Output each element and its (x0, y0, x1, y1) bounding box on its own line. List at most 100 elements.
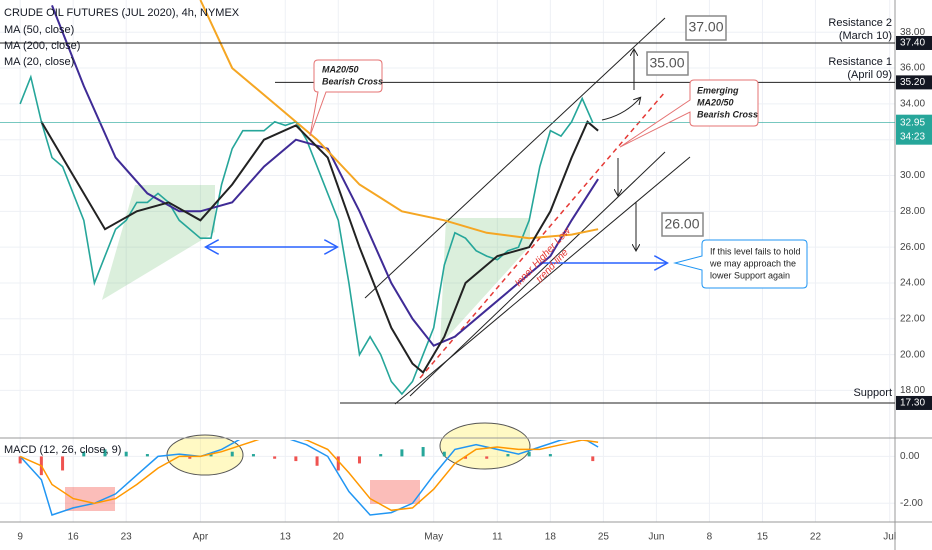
x-tick-label: 11 (492, 532, 503, 543)
callout (673, 239, 808, 289)
histogram-bar (230, 451, 234, 457)
histogram-bar (61, 456, 65, 471)
x-tick-label: 9 (17, 532, 23, 543)
histogram-bar (145, 454, 149, 457)
target-label: 35.00 (649, 55, 684, 71)
histogram-bar (18, 456, 22, 464)
series-line (19, 440, 599, 516)
x-tick-label: Jun (648, 532, 664, 543)
histogram-bar (506, 454, 510, 457)
histogram-bar (591, 456, 595, 462)
x-tick-label: 25 (598, 532, 610, 543)
x-tick-label: 23 (121, 532, 133, 543)
highlight (370, 480, 420, 504)
legend-entry: MA (20, close) (4, 56, 74, 68)
histogram-bar (548, 454, 552, 457)
x-tick-label: 18 (545, 532, 557, 543)
x-tick-label: 22 (810, 532, 822, 543)
x-tick-label: 20 (333, 532, 345, 543)
price-tag (896, 395, 932, 410)
histogram-bar (442, 451, 446, 457)
level-date: (March 10) (839, 30, 892, 42)
y-tick-label: 38.00 (900, 27, 925, 38)
info-text: If this level fails to hold (710, 246, 801, 256)
histogram-bar (103, 449, 107, 457)
labels: CRUDE OIL FUTURES (JUL 2020), 4h, NYMEX … (4, 7, 932, 543)
histogram-bar (379, 454, 383, 457)
series-line (40, 120, 599, 375)
note-text: Bearish Cross (697, 109, 758, 119)
series-line (19, 74, 594, 396)
histogram-bar (336, 456, 340, 471)
y-tick-label: 26.00 (900, 242, 925, 253)
x-tick-label: Jul (883, 532, 896, 543)
note-text: Emerging (697, 85, 739, 95)
x-tick-label: May (424, 532, 443, 543)
marks (0, 0, 895, 516)
note-text: MA20/50 (322, 64, 359, 74)
y-tick-label: 30.00 (900, 170, 925, 181)
callout (309, 59, 383, 137)
callout (646, 51, 689, 76)
price-tag (896, 35, 932, 50)
legend-entry: MA (50, close) (4, 24, 74, 36)
macd-title: MACD (12, 26, close, 9) (4, 444, 121, 456)
series-line (51, 5, 599, 347)
histogram-bar (294, 456, 298, 462)
channel-line (409, 151, 666, 397)
legend-entry: MA (200, close) (4, 40, 80, 52)
countdown-label: 34:23 (900, 131, 925, 142)
info-text: we may approach the (709, 258, 796, 268)
x-tick-label: 16 (68, 532, 80, 543)
note-text: MA20/50 (697, 97, 734, 107)
price-tag-label: 37.40 (900, 38, 925, 49)
x-tick-label: Apr (193, 532, 209, 543)
histogram-bar (82, 451, 86, 457)
triangle-pattern (440, 218, 530, 345)
y-tick-label: 22.00 (900, 313, 925, 324)
price-tag (896, 75, 932, 90)
y-tick-label: 0.00 (900, 451, 920, 462)
target-label: 37.00 (688, 19, 723, 35)
note-text: Bearish Cross (322, 76, 383, 86)
histogram-bar (527, 451, 531, 457)
price-tag (896, 114, 932, 145)
price-tag-label: 35.20 (900, 77, 925, 88)
y-tick-label: 24.00 (900, 278, 925, 289)
x-tick-label: 13 (280, 532, 292, 543)
y-tick-label: -2.00 (900, 498, 923, 509)
chart-title: CRUDE OIL FUTURES (JUL 2020), 4h, NYMEX (4, 7, 240, 19)
y-tick-label: 36.00 (900, 63, 925, 74)
histogram-bar (124, 451, 128, 457)
price-tag-label: 17.30 (900, 398, 925, 409)
y-tick-label: 18.00 (900, 385, 925, 396)
series-line (19, 440, 599, 512)
level-name: Support (853, 387, 892, 399)
histogram-bar (315, 456, 319, 466)
channel-line (364, 17, 666, 299)
price-tag-label: 32.95 (900, 117, 925, 128)
grid (0, 0, 895, 522)
series-line (199, 0, 599, 240)
histogram-bar (357, 456, 361, 464)
histogram-bar (273, 456, 277, 459)
x-tick-label: 8 (707, 532, 713, 543)
histogram-bar (421, 447, 425, 457)
arrow (601, 98, 640, 121)
target-label: 26.00 (664, 216, 699, 232)
level-name: Resistance 1 (828, 56, 892, 68)
histogram-bar (188, 456, 192, 459)
callout (685, 15, 727, 41)
pane-marks (18, 440, 599, 516)
callout (619, 79, 759, 148)
histogram-bar (209, 454, 213, 457)
level-name: Resistance 2 (828, 17, 892, 29)
y-tick-label: 28.00 (900, 206, 925, 217)
histogram-bar (464, 456, 468, 459)
y-tick-label: 20.00 (900, 349, 925, 360)
histogram-bar (400, 449, 404, 457)
info-text: lower Support again (710, 270, 790, 280)
y-tick-label: 34.00 (900, 99, 925, 110)
level-date: (April 09) (847, 69, 892, 81)
